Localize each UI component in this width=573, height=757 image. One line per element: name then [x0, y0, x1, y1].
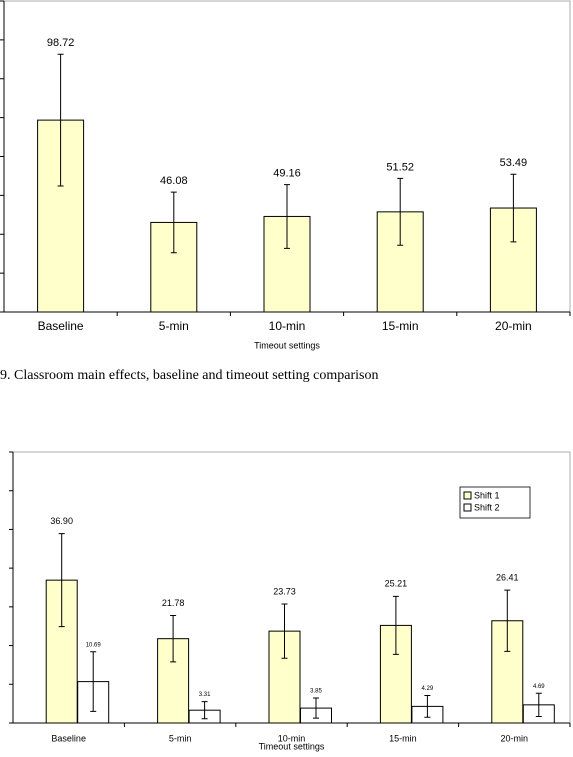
legend-swatch	[463, 491, 472, 500]
legend-swatch	[463, 503, 472, 512]
x-tick-label: 20-min	[501, 733, 529, 743]
value-label: 98.72	[47, 37, 75, 49]
error-bar	[397, 177, 404, 246]
error-bar	[58, 533, 65, 628]
legend-label: Shift 1	[474, 490, 500, 500]
error-bar	[284, 184, 290, 249]
x-tick-label: 20-min	[495, 319, 532, 333]
x-tick-label: Baseline	[38, 319, 84, 333]
x-axis-title: Timeout settings	[254, 340, 320, 350]
value-label: 4.69	[533, 684, 545, 690]
error-bar	[424, 695, 431, 718]
error-bar	[170, 191, 177, 254]
value-label: 53.49	[500, 157, 528, 169]
x-tick-label: Baseline	[51, 733, 86, 743]
value-label: 49.16	[273, 167, 301, 179]
value-label: 36.90	[50, 516, 73, 526]
value-label: 10.69	[86, 642, 102, 648]
value-label: 3.31	[199, 692, 211, 698]
value-label: 23.73	[273, 586, 296, 596]
value-label: 21.78	[162, 598, 185, 608]
x-tick-label: 10-min	[269, 319, 306, 333]
caption: 9. Classroom main effects, baseline and …	[0, 368, 378, 383]
value-label: 51.52	[386, 161, 414, 173]
error-bar	[510, 173, 517, 243]
error-bar	[535, 692, 542, 717]
error-bar	[170, 614, 177, 663]
error-bar	[504, 589, 511, 652]
error-bar	[281, 603, 288, 659]
value-label: 4.29	[422, 686, 434, 692]
x-tick-label: 15-min	[382, 319, 419, 333]
x-tick-label: 5-min	[159, 319, 189, 333]
x-tick-label: 10-min	[278, 733, 306, 743]
error-bar	[90, 651, 97, 712]
x-axis-title: Timeout settings	[259, 741, 325, 751]
error-bar	[392, 595, 399, 655]
value-label: 25.21	[385, 579, 408, 589]
x-tick-label: 5-min	[169, 733, 192, 743]
value-label: 26.41	[496, 573, 519, 583]
error-bar	[57, 53, 64, 187]
legend-label: Shift 2	[474, 502, 500, 512]
error-bar	[201, 701, 208, 720]
value-label: 3.85	[310, 689, 322, 695]
error-bar	[313, 697, 319, 719]
x-tick-label: 15-min	[389, 733, 417, 743]
legend-box	[459, 486, 531, 519]
value-label: 46.08	[160, 175, 188, 187]
